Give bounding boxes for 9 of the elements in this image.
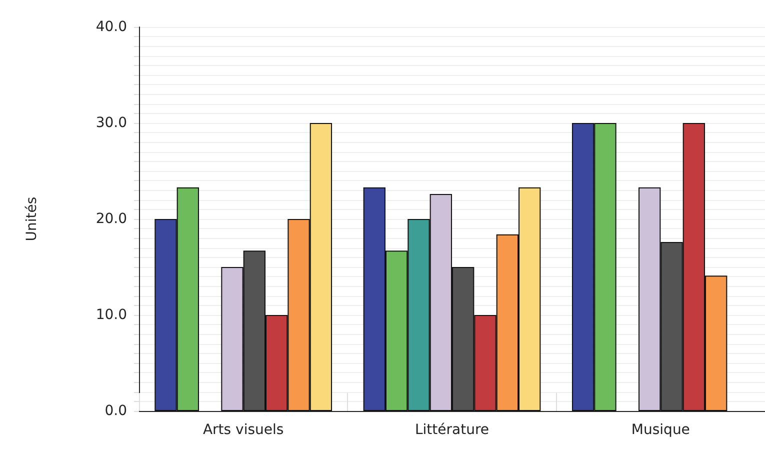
x-tick-label: Musique	[631, 422, 690, 438]
y-axis-title: Unités	[24, 196, 40, 242]
y-tick-label: 0.0	[104, 403, 127, 419]
y-tick-label: 30.0	[96, 115, 127, 131]
y-tick-label: 10.0	[96, 307, 127, 323]
x-tick-label: Littérature	[414, 422, 490, 438]
y-tick-label: 20.0	[96, 211, 127, 227]
y-tick-label: 40.0	[96, 19, 127, 35]
x-tick-label: Arts visuels	[202, 422, 284, 438]
